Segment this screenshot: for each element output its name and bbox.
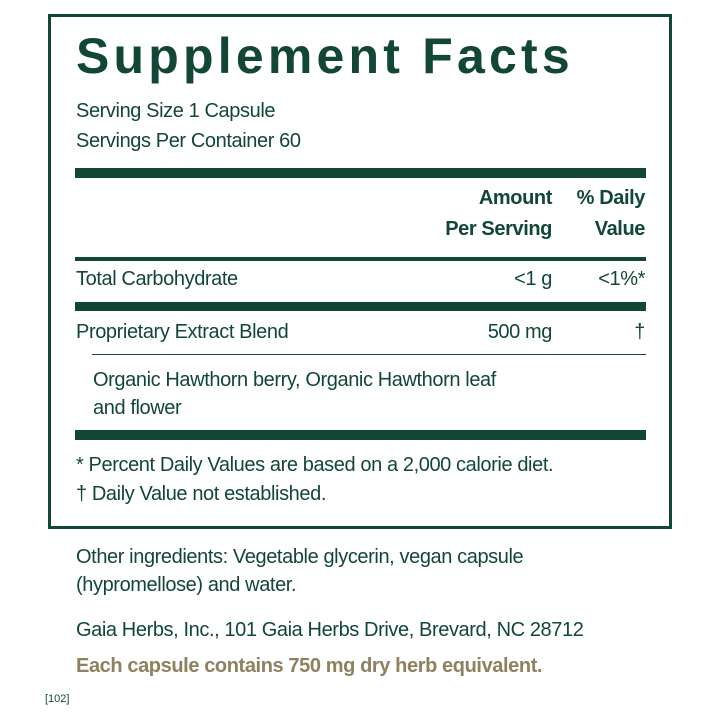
nutrient-amount: <1 g bbox=[514, 268, 552, 290]
thick-divider bbox=[75, 168, 646, 178]
supplement-facts-panel bbox=[48, 14, 672, 529]
blend-name: Proprietary Extract Blend bbox=[76, 321, 289, 343]
other-ingredients-line1: Other ingredients: Vegetable glycerin, v… bbox=[76, 546, 524, 568]
thin-divider bbox=[92, 354, 646, 355]
dv-header-line1: % Daily bbox=[576, 187, 646, 209]
footnote-not-established: † Daily Value not established. bbox=[76, 483, 327, 505]
manufacturer-address: Gaia Herbs, Inc., 101 Gaia Herbs Drive, … bbox=[76, 619, 584, 641]
servings-per-container: Servings Per Container 60 bbox=[76, 130, 301, 152]
panel-title: Supplement Facts bbox=[76, 28, 574, 84]
amount-header-line2: Per Serving bbox=[445, 218, 552, 240]
thick-divider bbox=[75, 430, 646, 440]
footnote-daily-values: * Percent Daily Values are based on a 2,… bbox=[76, 454, 554, 476]
thick-divider bbox=[75, 302, 646, 311]
divider bbox=[75, 257, 646, 261]
blend-ingredients-line1: Organic Hawthorn berry, Organic Hawthorn… bbox=[93, 369, 496, 391]
blend-ingredients-line2: and flower bbox=[93, 397, 182, 419]
amount-header-line1: Amount bbox=[478, 187, 553, 209]
serving-size: Serving Size 1 Capsule bbox=[76, 100, 276, 122]
nutrient-dv: <1%* bbox=[598, 268, 645, 290]
dv-header-line2: Value bbox=[594, 218, 646, 240]
label-code: [102] bbox=[45, 693, 70, 705]
blend-amount: 500 mg bbox=[487, 321, 553, 343]
blend-dv: † bbox=[634, 321, 645, 343]
other-ingredients-line2: (hypromellose) and water. bbox=[76, 574, 297, 596]
nutrient-name: Total Carbohydrate bbox=[76, 268, 238, 290]
herb-equivalent-note: Each capsule contains 750 mg dry herb eq… bbox=[76, 655, 543, 677]
